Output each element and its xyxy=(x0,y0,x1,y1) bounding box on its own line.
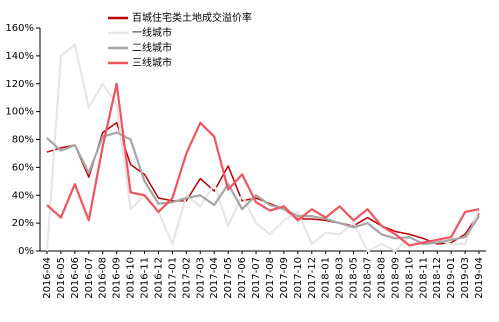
x-tick-label: 2017-07 xyxy=(251,257,262,299)
legend-label: 三线城市 xyxy=(132,56,172,69)
y-tick-label: 80% xyxy=(12,135,34,146)
y-tick-label: 140% xyxy=(5,51,34,62)
x-tick-label: 2018-11 xyxy=(418,257,429,299)
x-tick-label: 2016-10 xyxy=(126,257,137,299)
legend-label: 一线城市 xyxy=(132,26,172,39)
x-tick-label: 2019-01 xyxy=(446,257,457,299)
x-tick-label: 2016-06 xyxy=(70,257,81,299)
x-tick-label: 2019-03 xyxy=(460,257,471,299)
x-tick-label: 2016-04 xyxy=(42,257,53,299)
y-tick-label: 160% xyxy=(5,23,34,34)
series-line xyxy=(46,122,480,245)
x-tick-label: 2017-04 xyxy=(209,257,220,299)
x-tick-label: 2018-08 xyxy=(376,257,387,299)
x-tick-label: 2018-12 xyxy=(432,257,443,299)
x-tick-label: 2017-03 xyxy=(195,257,206,299)
x-tick-label: 2017-12 xyxy=(307,257,318,299)
x-tick-label: 2018-03 xyxy=(335,257,346,299)
x-tick-label: 2018-09 xyxy=(390,257,401,299)
legend-label: 百城住宅类土地成交溢价率 xyxy=(132,11,252,24)
y-tick-label: 0% xyxy=(18,246,34,257)
x-tick-label: 2017-10 xyxy=(293,257,304,299)
x-tick-label: 2018-05 xyxy=(349,257,360,299)
x-tick-label: 2017-06 xyxy=(237,257,248,299)
x-tick-label: 2016-11 xyxy=(140,257,151,299)
x-tick-label: 2017-08 xyxy=(265,257,276,299)
legend-label: 二线城市 xyxy=(132,41,172,54)
x-tick-label: 2016-09 xyxy=(112,257,123,299)
y-tick-label: 120% xyxy=(5,79,34,90)
x-tick-label: 2017-02 xyxy=(181,257,192,299)
y-tick-label: 40% xyxy=(12,190,34,201)
x-tick-label: 2017-01 xyxy=(167,257,178,299)
x-tick-label: 2017-09 xyxy=(279,257,290,299)
x-tick-label: 2018-01 xyxy=(321,257,332,299)
series-line xyxy=(46,82,480,247)
x-tick-label: 2016-07 xyxy=(84,257,95,299)
y-tick-label: 20% xyxy=(12,218,34,229)
x-tick-label: 2019-04 xyxy=(474,257,485,299)
x-tick-label: 2017-05 xyxy=(223,257,234,299)
x-tick-label: 2018-07 xyxy=(363,257,374,299)
x-tick-label: 2016-08 xyxy=(98,257,109,299)
series-line xyxy=(46,131,480,246)
x-tick-label: 2016-05 xyxy=(56,257,67,299)
x-tick-label: 2016-12 xyxy=(153,257,164,299)
y-tick-label: 60% xyxy=(12,162,34,173)
x-tick-label: 2018-10 xyxy=(404,257,415,299)
series-line xyxy=(45,43,481,253)
y-tick-label: 100% xyxy=(5,107,34,118)
